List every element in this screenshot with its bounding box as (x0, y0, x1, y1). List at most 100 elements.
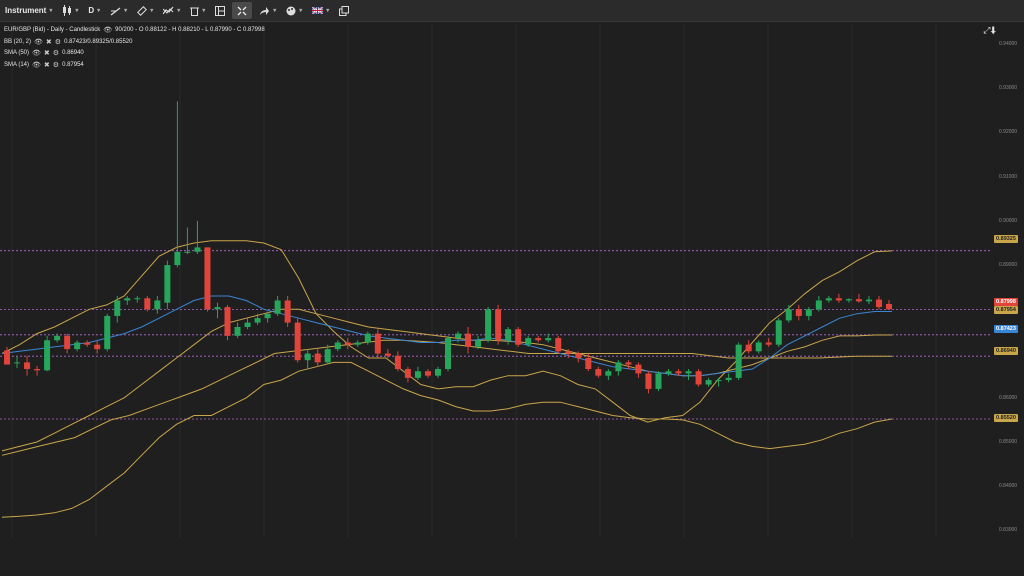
eye-icon[interactable]: 👁 (103, 27, 113, 34)
candle-body (174, 251, 181, 266)
language-button[interactable]: ▾ (307, 0, 334, 21)
candle-body (304, 353, 311, 361)
bb-lower-tag: 0.85520 (994, 414, 1018, 422)
indicator-button[interactable]: ▾ (158, 0, 185, 21)
theme-icon (286, 6, 296, 15)
fullscreen-icon (237, 6, 247, 15)
candle-type-button[interactable]: ▾ (57, 0, 83, 21)
share-icon (260, 6, 270, 15)
timeframe-label: D (88, 6, 95, 15)
candle-body (485, 309, 492, 341)
y-tick-label: 0.89000 (999, 262, 1018, 269)
close-icon[interactable]: ✖ (43, 50, 50, 57)
download-icon[interactable]: ⬇ (990, 25, 996, 35)
candle-body (475, 340, 482, 347)
chart-controls: ⤢⬇ (983, 25, 996, 36)
legend-sma50-row: SMA (50) 👁 ✖ ⚙ 0.86940 (4, 48, 265, 60)
candle-body (134, 298, 141, 300)
candle-body (414, 371, 421, 378)
close-icon[interactable]: ✖ (45, 38, 52, 46)
trash-icon (190, 7, 200, 16)
candle-body (264, 313, 271, 319)
chevron-down-icon: ▾ (97, 8, 101, 14)
candle-body (164, 265, 171, 303)
candle-body (735, 344, 742, 378)
expand-icon[interactable]: ⤢ (983, 25, 991, 35)
candle-body (635, 364, 642, 374)
candle-body (715, 380, 722, 382)
candle-body (284, 300, 291, 323)
candle-body (434, 369, 441, 376)
gear-icon[interactable]: ⚙ (52, 61, 60, 69)
y-tick-label: 0.84000 (999, 483, 1018, 490)
timeframe-dropdown[interactable]: D ▾ (83, 0, 105, 21)
legend-bb-name: BB (20, 2) (4, 38, 32, 45)
candle-body (244, 322, 251, 328)
candle-body (44, 340, 51, 371)
bb-upper-line (1, 240, 893, 423)
share-button[interactable]: ▾ (254, 0, 281, 21)
candle-body (685, 371, 692, 374)
legend-sma14-value: 0.87954 (62, 61, 84, 68)
popout-button[interactable] (334, 0, 354, 21)
candle-body (595, 369, 602, 376)
chevron-down-icon: ▾ (299, 8, 303, 14)
measure-icon (137, 5, 148, 16)
y-tick-label: 0.91000 (999, 173, 1018, 180)
theme-button[interactable]: ▾ (281, 0, 307, 21)
toolbar: Instrument ▾ ▾ D ▾ ▾ ▾ ▾ ▾ ▾ ▾ ▾ (0, 0, 1024, 22)
candle-body (445, 338, 451, 370)
candle-body (625, 362, 632, 365)
candle-body (695, 371, 702, 385)
chevron-down-icon: ▾ (75, 8, 79, 14)
candle-body (404, 369, 411, 378)
close-icon[interactable]: ✖ (43, 61, 50, 69)
eye-icon[interactable]: 👁 (32, 50, 41, 57)
y-tick-label: 0.90000 (999, 217, 1018, 224)
y-tick-label: 0.83000 (999, 527, 1018, 534)
measure-button[interactable]: ▾ (132, 0, 158, 21)
candle-body (675, 371, 682, 374)
candle-body (665, 371, 672, 374)
candle-body (605, 371, 612, 376)
candle-body (755, 342, 762, 352)
candle-body (575, 353, 582, 358)
candle-body (394, 355, 401, 370)
legend-bb-values: 0.87423/0.89325/0.85520 (64, 38, 133, 45)
candle-body (184, 251, 191, 253)
legend-sma50-name: SMA (50) (4, 50, 30, 56)
candle-body (4, 350, 11, 365)
chevron-down-icon: ▾ (273, 8, 277, 14)
candle-body (455, 333, 462, 339)
y-tick-label: 0.93000 (999, 85, 1018, 92)
fullscreen-button[interactable] (232, 2, 253, 19)
candle-body (154, 300, 161, 310)
candle-body (94, 344, 101, 350)
close-price-tag: 0.87998 (994, 298, 1018, 306)
candle-body (144, 298, 151, 310)
legend-sma14-name: SMA (14) (4, 61, 30, 68)
candle-body (364, 333, 371, 343)
candle-body (845, 299, 852, 301)
candle-body (495, 309, 502, 341)
legend-sma50-value: 0.86940 (62, 50, 84, 56)
flag-uk-icon (312, 7, 324, 14)
candle-body (525, 338, 532, 345)
eye-icon[interactable]: 👁 (32, 61, 41, 69)
layout-button[interactable] (210, 0, 230, 21)
gear-icon[interactable]: ⚙ (54, 38, 62, 46)
candle-body (274, 300, 281, 314)
gear-icon[interactable]: ⚙ (52, 50, 60, 57)
candle-body (254, 318, 261, 323)
candle-body (505, 329, 512, 341)
candle-body (74, 342, 81, 350)
instrument-dropdown[interactable]: Instrument ▾ (0, 0, 57, 21)
candle-body (34, 369, 41, 371)
candle-body (204, 247, 211, 310)
price-chart[interactable] (0, 22, 1024, 576)
chevron-down-icon: ▾ (177, 8, 181, 14)
y-tick-label: 0.86000 (999, 394, 1018, 401)
eye-icon[interactable]: 👁 (34, 38, 43, 46)
trash-button[interactable]: ▾ (185, 0, 210, 21)
draw-line-button[interactable]: ▾ (105, 0, 132, 21)
